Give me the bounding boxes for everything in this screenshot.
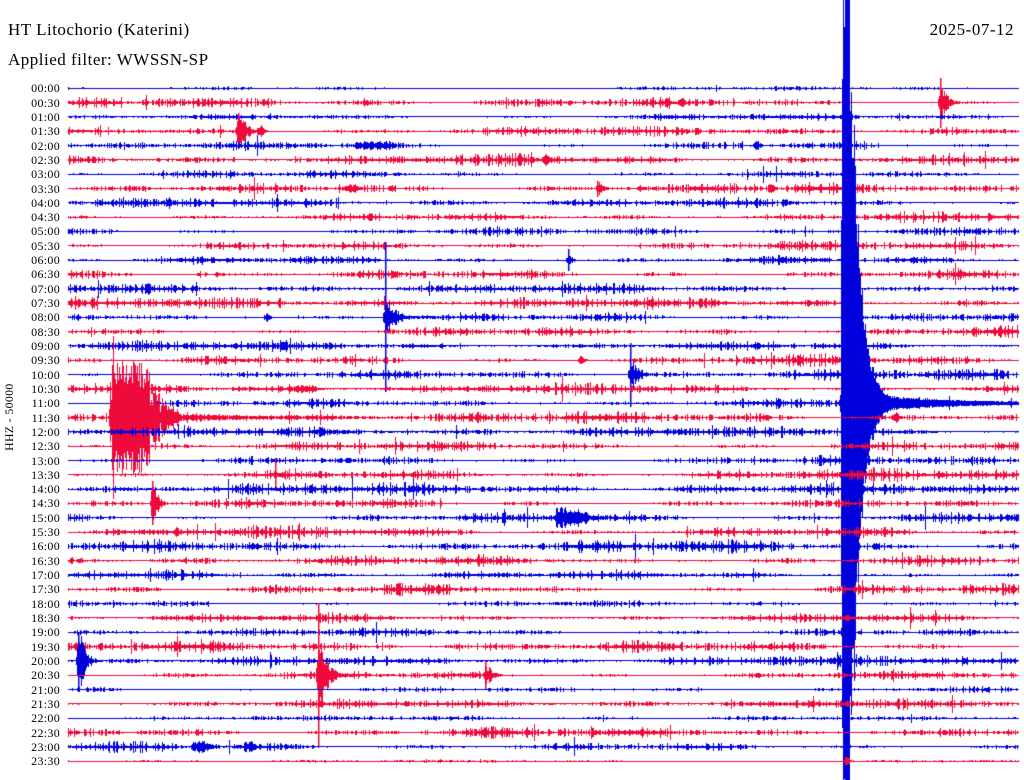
- time-label: 03:30: [31, 181, 60, 196]
- time-label: 23:00: [31, 739, 60, 754]
- time-label: 15:30: [31, 525, 60, 540]
- time-label: 03:00: [31, 167, 60, 182]
- filter-label: Applied filter: WWSSN-SP: [8, 50, 209, 69]
- time-label: 05:30: [31, 238, 60, 253]
- time-label: 06:00: [31, 253, 60, 268]
- time-label: 09:30: [31, 353, 60, 368]
- time-label: 18:30: [31, 610, 60, 625]
- time-label: 07:30: [31, 296, 60, 311]
- time-label: 04:00: [31, 195, 60, 210]
- station-title: HT Litochorio (Katerini): [8, 20, 190, 39]
- time-label: 17:00: [31, 568, 60, 583]
- time-label: 11:00: [31, 396, 60, 411]
- time-label: 01:30: [31, 124, 60, 139]
- time-label: 13:30: [31, 467, 60, 482]
- time-axis: 00:00 00:30 01:00 01:30 02:00 02:30 03:00 03:30…: [0, 0, 60, 780]
- time-label: 09:00: [31, 338, 60, 353]
- time-label: 14:30: [31, 496, 60, 511]
- time-label: 22:30: [31, 725, 60, 740]
- time-label: 00:00: [31, 81, 60, 96]
- time-label: 21:00: [31, 682, 60, 697]
- time-label: 16:00: [31, 539, 60, 554]
- time-label: 04:30: [31, 210, 60, 225]
- time-label: 19:00: [31, 625, 60, 640]
- time-label: 17:30: [31, 582, 60, 597]
- time-label: 07:00: [31, 281, 60, 296]
- time-label: 00:30: [31, 95, 60, 110]
- time-label: 05:00: [31, 224, 60, 239]
- time-label: 23:30: [31, 754, 60, 769]
- time-label: 18:00: [31, 596, 60, 611]
- time-label: 12:00: [31, 424, 60, 439]
- time-label: 22:00: [31, 711, 60, 726]
- time-label: 10:00: [31, 367, 60, 382]
- date-label: 2025-07-12: [929, 20, 1014, 39]
- time-label: 10:30: [31, 381, 60, 396]
- time-label: 02:00: [31, 138, 60, 153]
- time-label: 08:00: [31, 310, 60, 325]
- time-label: 20:00: [31, 653, 60, 668]
- time-label: 13:00: [31, 453, 60, 468]
- time-label: 16:30: [31, 553, 60, 568]
- time-label: 06:30: [31, 267, 60, 282]
- time-label: 21:30: [31, 696, 60, 711]
- time-label: 01:00: [31, 109, 60, 124]
- time-label: 20:30: [31, 668, 60, 683]
- time-label: 11:30: [31, 410, 60, 425]
- time-label: 14:00: [31, 482, 60, 497]
- time-label: 19:30: [31, 639, 60, 654]
- time-label: 12:30: [31, 439, 60, 454]
- time-label: 08:30: [31, 324, 60, 339]
- time-label: 15:00: [31, 510, 60, 525]
- time-label: 02:30: [31, 152, 60, 167]
